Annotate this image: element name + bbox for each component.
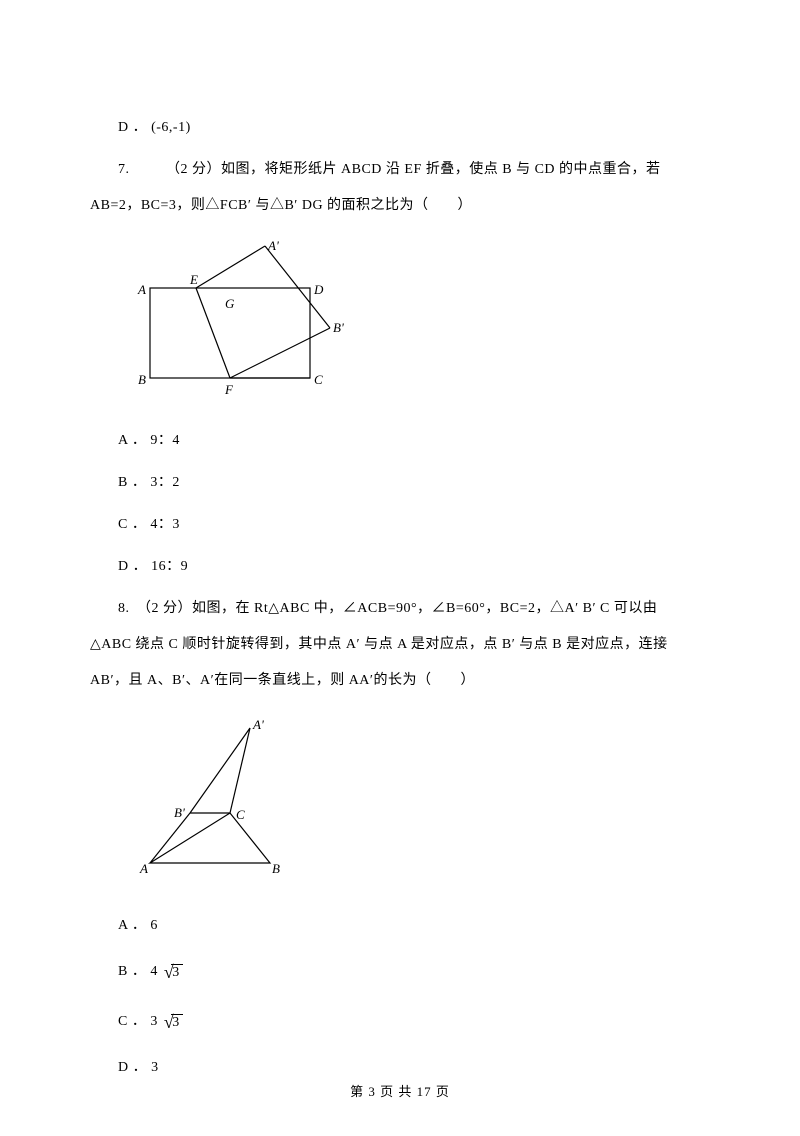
q7-label-Bp: B' (333, 320, 344, 335)
q8-option-a: A ． 6 (118, 912, 710, 940)
q7-option-c: C ． 4：3 (118, 511, 710, 539)
q7-stem-line2: AB=2，BC=3，则△FCB′ 与△B′ DG 的面积之比为（ ） (90, 192, 710, 220)
q6-option-d: D ． (-6,-1) (118, 114, 710, 142)
q7-option-a: A ． 9：4 (118, 427, 710, 455)
q7-label-C: C (314, 372, 323, 387)
q8-label-B: B (272, 861, 280, 876)
q8-stem-line1: 8. （2 分）如图，在 Rt△ABC 中，∠ACB=90°，∠B=60°，BC… (90, 595, 710, 623)
q8-option-d: D ． 3 (118, 1054, 710, 1082)
page-footer: 第 3 页 共 17 页 (0, 1081, 800, 1100)
q8-stem-line2: △ABC 绕点 C 顺时针旋转得到，其中点 A′ 与点 A 是对应点，点 B′ … (90, 631, 710, 659)
q7-label-F: F (224, 382, 234, 397)
page-content: D ． (-6,-1) 7. （2 分）如图，将矩形纸片 ABCD 沿 EF 折… (0, 0, 800, 1136)
sqrt-icon: √3 (164, 1004, 183, 1040)
q8-option-b-sqrt: 3 (171, 964, 183, 980)
q8-option-c-sqrt: 3 (171, 1014, 183, 1030)
q7-option-d: D ． 16：9 (118, 553, 710, 581)
q7-svg: A B C D E F G A' B' (130, 238, 350, 398)
q8-option-c-prefix: C ． 3 (118, 1014, 158, 1029)
sqrt-icon: √3 (164, 954, 183, 990)
q8-label-C: C (236, 807, 245, 822)
q7-label-G: G (225, 296, 235, 311)
q8-stem-line3: AB′，且 A、B′、A′在同一条直线上，则 AA′的长为（ ） (90, 667, 710, 695)
q8-svg: A B C B' A' (130, 713, 310, 883)
q8-option-c: C ． 3 √3 (118, 1004, 710, 1040)
q8-option-b-prefix: B ． 4 (118, 964, 158, 979)
q7-stem-line1: 7. （2 分）如图，将矩形纸片 ABCD 沿 EF 折叠，使点 B 与 CD … (90, 156, 710, 184)
q7-label-D: D (313, 282, 324, 297)
q7-option-b: B ． 3：2 (118, 469, 710, 497)
q8-option-b: B ． 4 √3 (118, 954, 710, 990)
q7-label-B: B (138, 372, 146, 387)
q8-label-Bp: B' (174, 805, 185, 820)
q7-figure: A B C D E F G A' B' (130, 238, 710, 409)
q7-label-Ap: A' (267, 238, 279, 253)
q8-label-Ap: A' (252, 717, 264, 732)
q8-figure: A B C B' A' (130, 713, 710, 894)
q7-label-E: E (189, 272, 198, 287)
q7-label-A: A (137, 282, 146, 297)
q8-label-A: A (139, 861, 148, 876)
